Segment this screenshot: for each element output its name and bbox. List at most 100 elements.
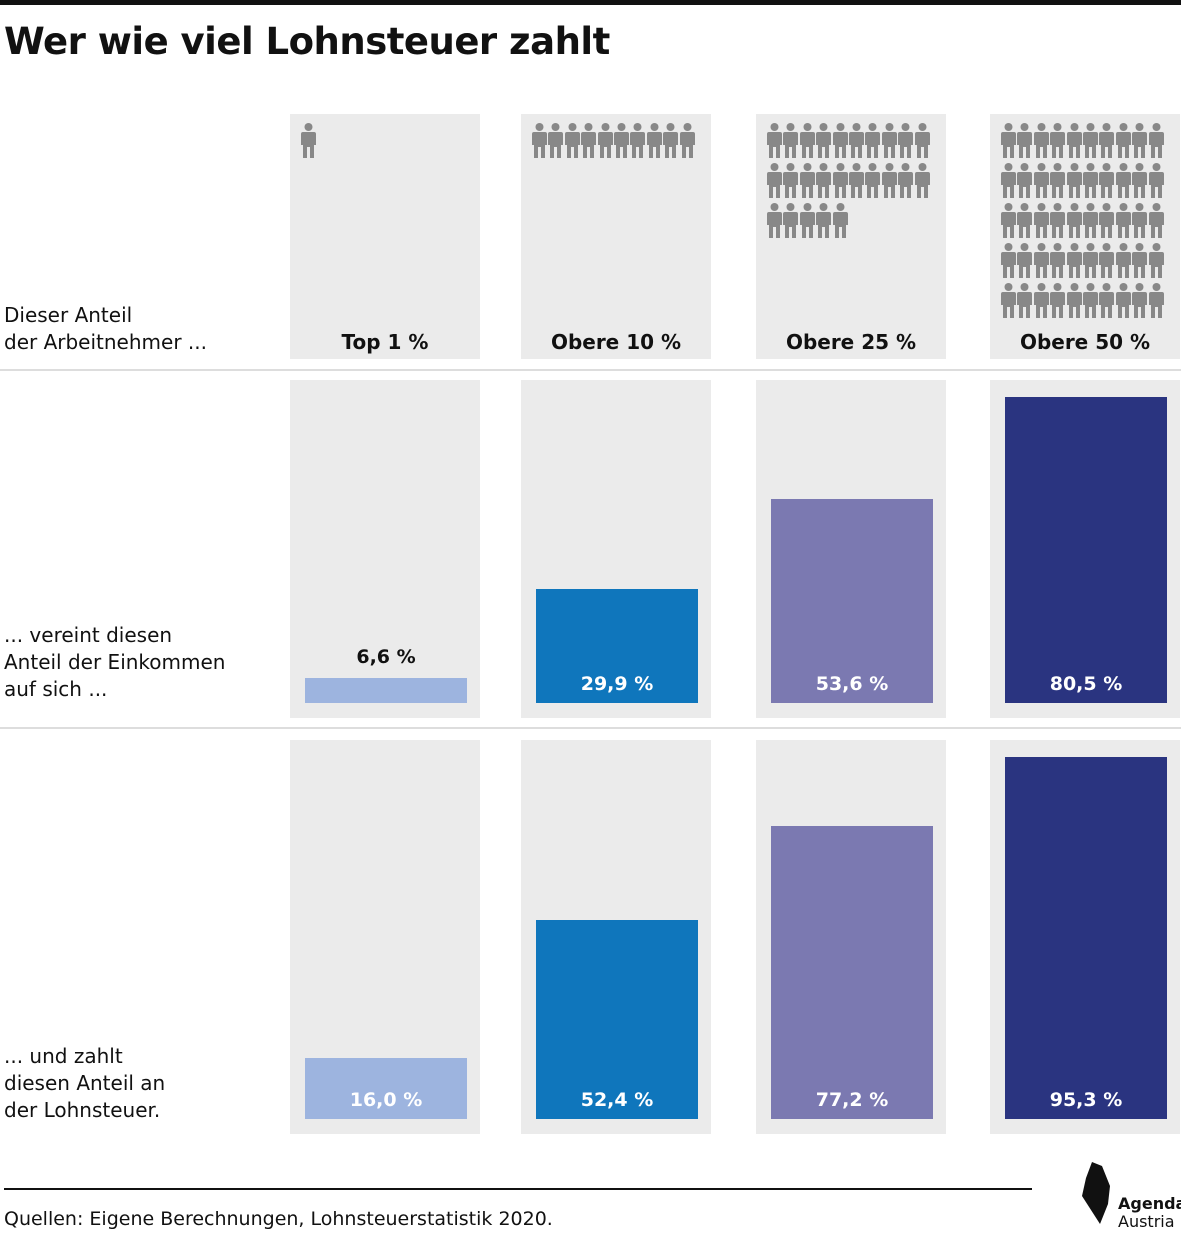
person-icon	[1050, 163, 1066, 203]
person-icon	[1099, 163, 1115, 203]
bar	[771, 499, 933, 703]
person-icon	[1132, 203, 1148, 243]
person-icon	[1033, 123, 1049, 163]
person-icon	[1083, 123, 1098, 163]
bar	[536, 589, 698, 703]
row-label-tax: ... und zahlt diesen Anteil an der Lohns…	[4, 1044, 166, 1122]
value-panel	[290, 380, 480, 718]
person-icon	[1001, 203, 1016, 243]
source-note: Quellen: Eigene Berechnungen, Lohnsteuer…	[4, 1208, 553, 1230]
person-icon	[1099, 243, 1115, 283]
person-icon	[1017, 283, 1033, 323]
person-icon	[1099, 203, 1115, 243]
person-icon	[1050, 123, 1066, 163]
person-icon	[564, 123, 580, 163]
column-label: Obere 25 %	[785, 330, 917, 354]
person-icon	[1148, 283, 1164, 323]
person-icon	[679, 123, 695, 163]
data-label: 29,9 %	[580, 673, 654, 695]
person-icon	[783, 163, 799, 203]
person-icon	[532, 123, 547, 163]
column-label: Obere 10 %	[550, 330, 682, 354]
person-icon	[881, 163, 897, 203]
logo-text-austria: Austria	[1118, 1212, 1175, 1231]
person-icon	[1148, 123, 1164, 163]
bar	[1005, 397, 1167, 703]
person-icon	[1148, 203, 1164, 243]
bar	[771, 825, 933, 1119]
bar	[1005, 756, 1167, 1119]
person-icon	[898, 163, 914, 203]
person-icon	[865, 123, 881, 163]
person-icon	[1132, 283, 1148, 323]
person-icon	[881, 123, 897, 163]
person-icon	[1115, 283, 1131, 323]
person-icon	[548, 123, 564, 163]
person-icon	[1066, 243, 1082, 283]
person-icon	[914, 163, 930, 203]
person-icon	[1066, 203, 1082, 243]
data-label: 53,6 %	[815, 673, 889, 695]
person-icon	[783, 123, 799, 163]
person-icon	[1099, 283, 1115, 323]
person-icon	[597, 123, 613, 163]
person-icon	[783, 203, 799, 243]
data-label: 77,2 %	[815, 1089, 889, 1111]
person-icon	[1001, 283, 1016, 323]
logo-text-agenda: Agenda	[1118, 1194, 1181, 1213]
person-icon	[1132, 243, 1148, 283]
data-label: 80,5 %	[1049, 673, 1123, 695]
person-icon	[1115, 243, 1131, 283]
page-title: Wer wie viel Lohnsteuer zahlt	[4, 20, 610, 63]
person-icon	[1033, 243, 1049, 283]
person-icon	[1033, 163, 1049, 203]
person-icon	[1001, 163, 1016, 203]
person-icon	[646, 123, 662, 163]
person-icon	[849, 123, 864, 163]
footer-rule	[4, 1188, 1032, 1190]
person-icon	[581, 123, 597, 163]
person-icon	[832, 163, 848, 203]
person-icon	[1066, 123, 1082, 163]
person-icon	[1001, 243, 1016, 283]
person-icon	[1066, 283, 1082, 323]
person-icon	[1017, 203, 1033, 243]
person-icon	[767, 163, 782, 203]
bar	[305, 677, 467, 703]
data-label: 52,4 %	[580, 1089, 654, 1111]
person-icon	[1083, 283, 1098, 323]
person-icon	[1083, 243, 1098, 283]
person-icon	[914, 123, 930, 163]
agenda-austria-logo	[1082, 1162, 1110, 1224]
data-label: 16,0 %	[349, 1089, 423, 1111]
person-icon	[816, 203, 832, 243]
person-icon	[1033, 203, 1049, 243]
person-icon	[1050, 243, 1066, 283]
person-icon	[816, 163, 832, 203]
person-icon	[1033, 283, 1049, 323]
column-label: Top 1 %	[341, 330, 429, 354]
people-panel	[290, 114, 480, 359]
data-label: 6,6 %	[356, 645, 416, 668]
row-label-income: ... vereint diesen Anteil der Einkommen …	[4, 623, 226, 701]
row-separator	[0, 369, 1181, 371]
person-icon	[663, 123, 679, 163]
bar	[305, 1058, 467, 1119]
person-icon	[1017, 123, 1033, 163]
person-icon	[1017, 243, 1033, 283]
row-label-workers: Dieser Anteil der Arbeitnehmer ...	[4, 303, 207, 354]
person-icon	[1066, 163, 1082, 203]
person-icon	[1148, 163, 1164, 203]
person-icon	[630, 123, 646, 163]
person-icon	[1115, 163, 1131, 203]
person-icon	[865, 163, 881, 203]
person-icon	[849, 163, 864, 203]
person-icon	[1115, 123, 1131, 163]
person-icon	[1050, 203, 1066, 243]
data-label: 95,3 %	[1049, 1089, 1123, 1111]
person-icon	[1083, 163, 1098, 203]
person-icon	[1099, 123, 1115, 163]
person-icon	[1132, 163, 1148, 203]
person-icon	[1132, 123, 1148, 163]
column-label: Obere 50 %	[1019, 330, 1151, 354]
